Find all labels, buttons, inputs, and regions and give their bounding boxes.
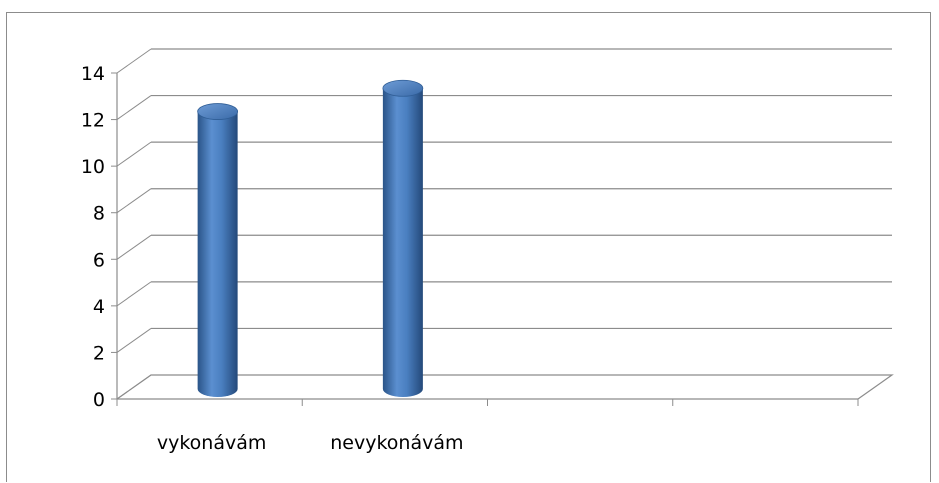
gridline-diagonal [116,48,152,74]
bar-cap [382,79,424,97]
bar [197,103,239,398]
x-category-label: nevykonávám [330,432,463,454]
axes [111,72,859,406]
gridline-diagonal [116,328,152,353]
gridline-diagonal [116,188,152,214]
y-tick-label: 6 [93,249,105,271]
y-tick-label: 0 [93,389,105,411]
bar-body [197,111,238,398]
x-category-label: vykonávám [157,432,267,454]
gridline-diagonal [116,281,152,307]
bar-body [382,88,423,398]
gridline-diagonal [116,95,152,120]
bars [197,79,424,398]
floor-outline [116,374,894,400]
y-tick-label: 8 [93,203,105,225]
gridline-diagonal [116,234,152,260]
y-tick-label: 2 [93,342,105,364]
y-tick-label: 10 [81,156,105,178]
gridline-diagonal [116,141,152,167]
y-tick-label: 14 [81,63,105,85]
bar-cap [197,103,239,120]
y-tick-label: 12 [81,110,105,132]
chart-area [6,12,931,482]
bar [382,79,424,398]
labels: 0 2 4 6 8 10 12 14 vykonávám nevykonávám [81,63,464,454]
y-tick-label: 4 [93,296,105,318]
gridlines [116,48,894,400]
